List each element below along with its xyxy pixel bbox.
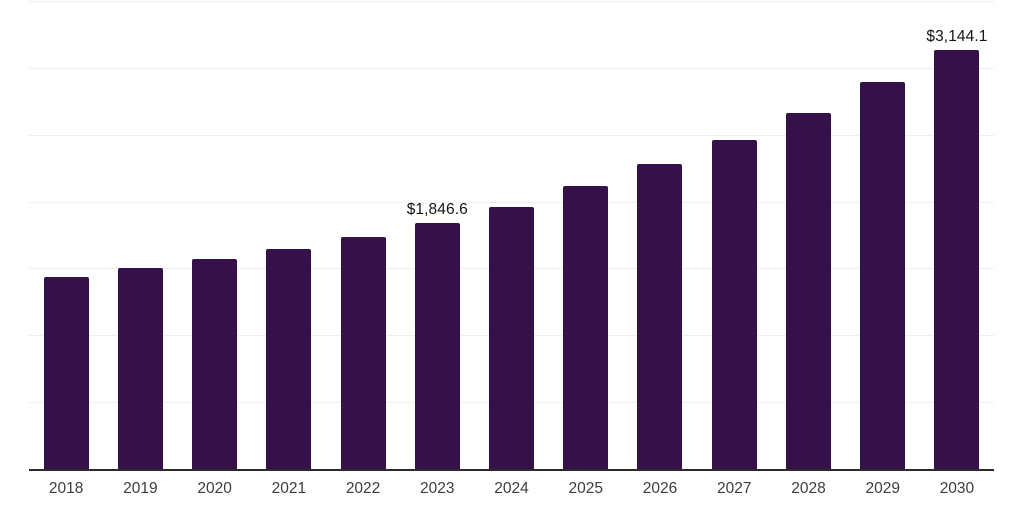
plot-area: $1,846.6 $3,144.1 bbox=[29, 1, 994, 471]
bar-slot-2027 bbox=[697, 2, 771, 470]
bar-slot-2018 bbox=[29, 2, 103, 470]
bar-2030: $3,144.1 bbox=[926, 28, 987, 470]
bar-2022 bbox=[340, 237, 386, 470]
gridline-3500 bbox=[29, 1, 994, 2]
x-tick-2019: 2019 bbox=[123, 480, 158, 497]
bar-2023: $1,846.6 bbox=[407, 201, 468, 470]
bar-2027 bbox=[711, 139, 757, 470]
gridline-2500 bbox=[29, 134, 994, 136]
x-tick-2024: 2024 bbox=[494, 480, 529, 497]
x-tick-2023: 2023 bbox=[420, 480, 455, 497]
x-axis-labels: 2018 2019 2020 2021 2022 2023 2024 2025 2026 2027… bbox=[29, 480, 994, 498]
bar-slot-2028 bbox=[771, 2, 845, 470]
bar-slot-2030: $3,144.1 bbox=[920, 2, 994, 470]
bar-2018 bbox=[43, 276, 89, 470]
bar-2021 bbox=[266, 249, 312, 470]
bar-2028 bbox=[785, 112, 831, 470]
bar-slot-2021 bbox=[252, 2, 326, 470]
bar-slot-2020 bbox=[177, 2, 251, 470]
bar-2025 bbox=[563, 185, 609, 470]
data-label-2023: $1,846.6 bbox=[406, 201, 468, 219]
x-tick-2026: 2026 bbox=[642, 480, 678, 497]
bars-row: $1,846.6 $3,144.1 bbox=[29, 2, 994, 470]
bar-2024 bbox=[489, 206, 535, 470]
bar-slot-2026 bbox=[623, 2, 697, 470]
x-tick-2025: 2025 bbox=[568, 480, 603, 497]
x-tick-2027: 2027 bbox=[716, 480, 752, 497]
bar-slot-2025 bbox=[549, 2, 623, 470]
bar-2020 bbox=[192, 259, 238, 470]
x-tick-2028: 2028 bbox=[791, 480, 826, 497]
x-tick-2029: 2029 bbox=[865, 480, 900, 497]
gridline-3000 bbox=[29, 67, 994, 69]
x-tick-2030: 2030 bbox=[939, 480, 975, 497]
x-tick-2020: 2020 bbox=[197, 480, 232, 497]
gridline-2000 bbox=[29, 201, 994, 203]
data-label-2030: $3,144.1 bbox=[926, 27, 988, 45]
x-tick-2021: 2021 bbox=[271, 480, 307, 497]
bar-slot-2019 bbox=[103, 2, 177, 470]
bar-2026 bbox=[637, 163, 683, 470]
x-tick-2022: 2022 bbox=[345, 480, 381, 497]
bar-slot-2029 bbox=[846, 2, 920, 470]
bar-2019 bbox=[117, 268, 163, 470]
bar-slot-2022 bbox=[326, 2, 400, 470]
bar-slot-2024 bbox=[474, 2, 548, 470]
x-tick-2018: 2018 bbox=[48, 480, 84, 497]
bar-slot-2023: $1,846.6 bbox=[400, 2, 474, 470]
x-axis-line bbox=[29, 469, 994, 471]
bar-2029 bbox=[860, 81, 906, 470]
